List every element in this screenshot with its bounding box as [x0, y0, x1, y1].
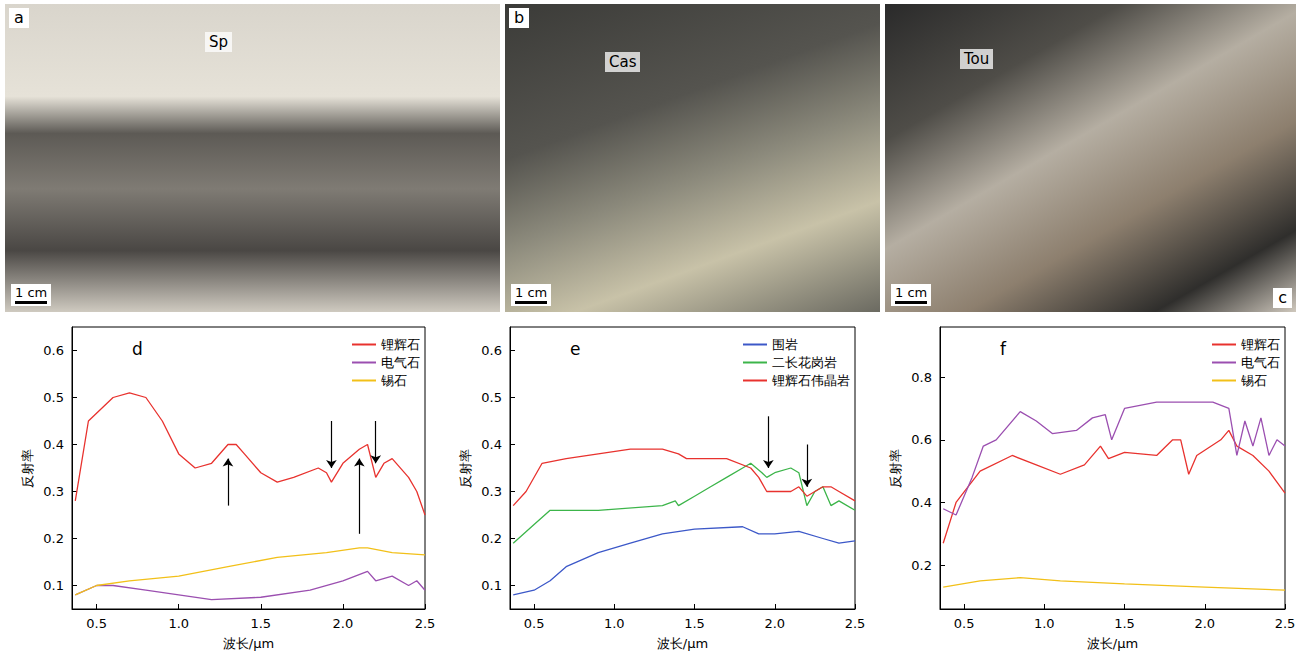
svg-text:锂辉石伟晶岩: 锂辉石伟晶岩: [771, 373, 850, 388]
svg-text:锂辉石: 锂辉石: [380, 337, 420, 352]
svg-text:1.0: 1.0: [1034, 616, 1055, 631]
svg-text:1.5: 1.5: [250, 616, 271, 631]
svg-text:0.3: 0.3: [481, 484, 502, 499]
svg-text:反射率: 反射率: [20, 449, 35, 488]
svg-text:0.1: 0.1: [481, 578, 502, 593]
svg-text:0.3: 0.3: [43, 484, 64, 499]
html-text:Cas: Cas: [609, 53, 637, 71]
svg-text:0.5: 0.5: [481, 390, 502, 405]
html-text:Sp: Sp: [209, 33, 228, 51]
svg-text:1.0: 1.0: [168, 616, 189, 631]
svg-text:2.5: 2.5: [1275, 616, 1296, 631]
html-text:b: b: [514, 8, 525, 27]
html-text:1 cm: 1 cm: [15, 285, 48, 300]
svg-text:0.6: 0.6: [43, 343, 64, 358]
svg-text:d: d: [132, 339, 143, 359]
html-text:Tou: Tou: [964, 50, 990, 68]
html-text:1 cm: 1 cm: [515, 285, 548, 300]
svg-text:0.1: 0.1: [43, 578, 64, 593]
svg-text:1.5: 1.5: [684, 616, 705, 631]
svg-text:围岩: 围岩: [772, 337, 798, 352]
html-text:c: c: [1278, 288, 1287, 307]
svg-text:0.4: 0.4: [43, 437, 64, 452]
svg-text:f: f: [1000, 339, 1007, 359]
svg-text:0.4: 0.4: [911, 495, 932, 510]
svg-text:e: e: [570, 339, 580, 359]
svg-text:0.2: 0.2: [43, 531, 64, 546]
svg-text:波长/μm: 波长/μm: [223, 636, 274, 651]
svg-text:波长/μm: 波长/μm: [1087, 636, 1138, 651]
svg-text:反射率: 反射率: [888, 449, 903, 488]
svg-text:0.5: 0.5: [954, 616, 975, 631]
svg-text:0.2: 0.2: [481, 531, 502, 546]
svg-text:1.0: 1.0: [604, 616, 625, 631]
svg-text:2.5: 2.5: [845, 616, 866, 631]
svg-text:1.5: 1.5: [1114, 616, 1135, 631]
svg-text:波长/μm: 波长/μm: [657, 636, 708, 651]
svg-text:反射率: 反射率: [458, 449, 473, 488]
svg-text:锂辉石: 锂辉石: [1240, 337, 1280, 352]
svg-text:0.2: 0.2: [911, 558, 932, 573]
svg-text:0.8: 0.8: [911, 370, 932, 385]
svg-text:2.5: 2.5: [415, 616, 436, 631]
svg-text:0.5: 0.5: [86, 616, 107, 631]
svg-text:0.5: 0.5: [524, 616, 545, 631]
svg-text:2.0: 2.0: [333, 616, 354, 631]
svg-text:0.5: 0.5: [43, 390, 64, 405]
svg-text:0.4: 0.4: [481, 437, 502, 452]
svg-text:0.6: 0.6: [911, 432, 932, 447]
svg-text:2.0: 2.0: [1194, 616, 1215, 631]
html-text:a: a: [14, 8, 24, 27]
svg-text:二长花岗岩: 二长花岗岩: [772, 355, 837, 370]
html-text:1 cm: 1 cm: [895, 285, 928, 300]
svg-text:锡石: 锡石: [1240, 373, 1267, 388]
svg-text:2.0: 2.0: [764, 616, 785, 631]
svg-text:0.6: 0.6: [481, 343, 502, 358]
svg-text:电气石: 电气石: [1241, 355, 1280, 370]
svg-text:锡石: 锡石: [380, 373, 407, 388]
svg-text:电气石: 电气石: [381, 355, 420, 370]
